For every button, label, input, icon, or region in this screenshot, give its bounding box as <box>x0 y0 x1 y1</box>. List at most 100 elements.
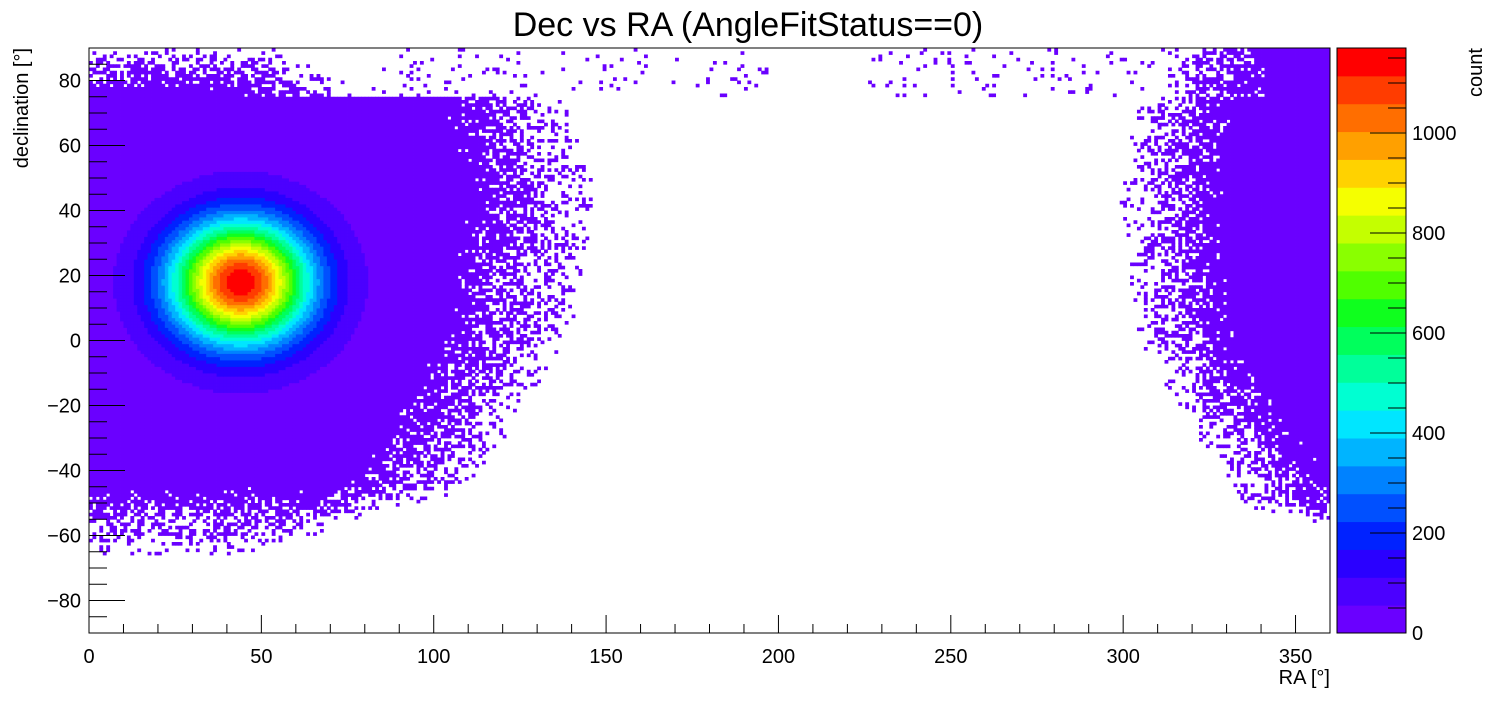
heat-cell <box>1292 483 1296 488</box>
heat-cell <box>171 382 176 387</box>
heat-cell <box>392 431 397 436</box>
heat-cell <box>282 477 286 481</box>
heat-cell <box>392 399 397 403</box>
heat-cell <box>1192 389 1196 393</box>
heat-cell <box>357 470 362 475</box>
heat-cell <box>130 386 135 390</box>
heat-cell <box>1305 509 1310 514</box>
heat-cell <box>309 428 314 432</box>
heat-cell <box>244 512 248 517</box>
heat-cell <box>182 486 186 491</box>
heat-cell <box>133 503 138 507</box>
heat-cell <box>306 483 311 488</box>
heat-cell <box>209 418 214 423</box>
heat-cell <box>116 399 121 403</box>
heat-cell <box>406 477 410 481</box>
heat-cell <box>364 467 369 471</box>
heat-cell <box>137 483 142 488</box>
heat-cell <box>106 503 111 507</box>
heat-cell <box>378 415 383 419</box>
heat-cell <box>295 467 300 471</box>
heat-cell <box>171 473 176 478</box>
heat-cell <box>371 499 376 504</box>
heat-cell <box>1295 421 1300 426</box>
heat-cell <box>375 434 379 439</box>
heat-cell <box>1281 460 1286 465</box>
heat-cell <box>423 438 428 442</box>
heat-cell <box>1309 395 1314 400</box>
heat-cell <box>1267 405 1272 410</box>
heat-cell <box>1247 451 1252 455</box>
heat-cell <box>299 415 304 419</box>
heat-cell <box>164 395 169 400</box>
heat-cell <box>313 464 317 468</box>
heat-cell <box>444 434 448 439</box>
heat-cell <box>313 473 317 478</box>
heat-cell <box>244 467 248 471</box>
heat-cell <box>1240 428 1245 432</box>
heat-cell <box>1312 473 1317 478</box>
heat-cell <box>330 499 335 504</box>
heat-cell <box>151 421 155 426</box>
heat-cell <box>1285 460 1290 465</box>
heat-cell <box>126 438 131 442</box>
heat-cell <box>209 551 214 556</box>
heat-cell <box>447 441 452 445</box>
heat-cell <box>302 490 307 494</box>
heat-cell <box>1267 470 1272 475</box>
heat-cell <box>337 438 342 442</box>
heat-cell <box>216 431 221 436</box>
heat-cell <box>219 473 224 478</box>
heat-cell <box>206 415 211 419</box>
heat-cell <box>1254 386 1259 390</box>
heat-cell <box>378 402 383 406</box>
heat-cell <box>385 480 390 484</box>
heat-cell <box>1212 399 1217 403</box>
heat-cell <box>240 503 245 507</box>
heat-cell <box>344 438 348 442</box>
heat-cell <box>1264 428 1269 432</box>
heat-cell <box>426 486 431 491</box>
heat-cell <box>116 431 121 436</box>
heat-cell <box>1230 399 1234 403</box>
heat-cell <box>447 434 452 439</box>
heat-cell <box>1281 444 1286 449</box>
heat-cell <box>168 402 173 406</box>
heat-cell <box>154 392 159 397</box>
heat-cell <box>357 405 362 410</box>
heat-cell <box>106 486 111 491</box>
heat-cell <box>188 441 193 445</box>
heat-cell <box>89 467 93 471</box>
heat-cell <box>319 386 324 390</box>
heat-cell <box>316 405 321 410</box>
heat-cell <box>1278 408 1283 413</box>
heat-cell <box>309 473 314 478</box>
heat-cell <box>319 522 324 527</box>
heat-cell <box>251 470 255 475</box>
heat-cell <box>178 389 183 393</box>
heat-cell <box>319 464 324 468</box>
heat-cell <box>444 399 448 403</box>
heat-cell <box>1316 480 1321 484</box>
heat-cell <box>1285 444 1290 449</box>
heat-cell <box>1312 467 1317 471</box>
heat-cell <box>116 441 121 445</box>
heat-cell <box>233 457 238 462</box>
heat-cell <box>285 421 290 426</box>
heat-cell <box>1309 412 1314 416</box>
heat-cell <box>1261 389 1265 393</box>
heat-cell <box>330 421 335 426</box>
heat-cell <box>209 386 214 390</box>
heat-cell <box>306 395 311 400</box>
heat-cell <box>123 499 128 504</box>
heat-cell <box>1226 473 1231 478</box>
heat-cell <box>254 451 259 455</box>
heat-cell <box>385 389 390 393</box>
heat-cell <box>151 467 155 471</box>
heat-cell <box>488 405 493 410</box>
heat-cell <box>309 421 314 426</box>
heat-cell <box>1319 405 1324 410</box>
heat-cell <box>1236 395 1241 400</box>
heat-cell <box>95 506 100 510</box>
heat-cell <box>202 506 207 510</box>
